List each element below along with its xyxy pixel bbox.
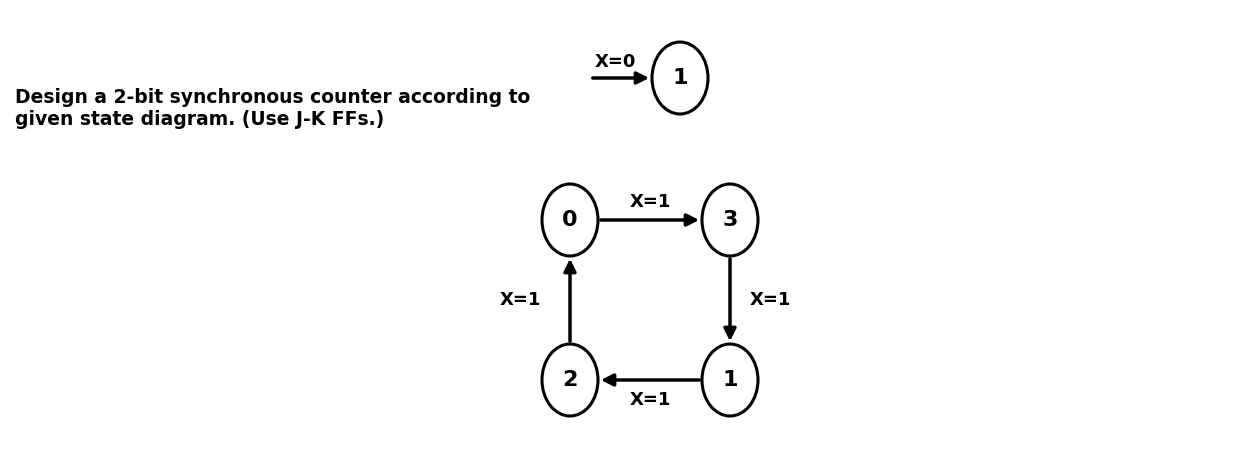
Ellipse shape bbox=[542, 344, 598, 416]
Text: Design a 2-bit synchronous counter according to
given state diagram. (Use J-K FF: Design a 2-bit synchronous counter accor… bbox=[15, 88, 530, 129]
Text: 2: 2 bbox=[563, 370, 578, 390]
Text: X=1: X=1 bbox=[499, 291, 540, 309]
Text: X=0: X=0 bbox=[594, 53, 635, 71]
Ellipse shape bbox=[651, 42, 708, 114]
Text: X=1: X=1 bbox=[629, 391, 670, 409]
Ellipse shape bbox=[542, 184, 598, 256]
Text: X=1: X=1 bbox=[629, 193, 670, 211]
Ellipse shape bbox=[701, 344, 758, 416]
Text: 3: 3 bbox=[723, 210, 738, 230]
Text: 1: 1 bbox=[673, 68, 688, 88]
Ellipse shape bbox=[701, 184, 758, 256]
Text: 1: 1 bbox=[723, 370, 738, 390]
Text: X=1: X=1 bbox=[749, 291, 791, 309]
Text: 0: 0 bbox=[562, 210, 578, 230]
